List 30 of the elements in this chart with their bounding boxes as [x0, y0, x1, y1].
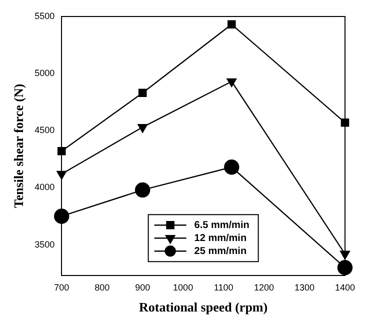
y-tick-label: 4000 [34, 182, 55, 192]
y-tick-label: 4500 [34, 125, 55, 136]
x-tick-label: 900 [135, 282, 150, 292]
legend-label: 25 mm/min [194, 246, 247, 257]
point [340, 250, 350, 260]
legend-label: 12 mm/min [194, 232, 247, 244]
y-tick-label: 5000 [34, 68, 55, 78]
point [228, 20, 236, 29]
point [56, 170, 67, 180]
x-axis-title: Rotational speed (rpm) [139, 300, 268, 315]
y-tick-label: 3500 [34, 239, 55, 250]
x-tick-label: 1300 [294, 282, 315, 292]
point [226, 78, 237, 88]
legend-label: 6.5 mm/min [194, 220, 250, 231]
point [138, 124, 148, 133]
x-tick-label: 1200 [254, 282, 274, 292]
point [134, 182, 150, 198]
x-tick-label: 700 [54, 282, 70, 292]
point [337, 260, 353, 276]
y-tick-label: 5500 [34, 10, 55, 21]
x-tick-label: 1400 [334, 282, 356, 292]
x-tick-label: 800 [94, 282, 110, 292]
point [57, 147, 66, 156]
point [138, 88, 147, 98]
x-tick-label: 1100 [214, 282, 234, 292]
point [224, 160, 240, 175]
y-axis-title: Tensile shear force (N) [11, 84, 26, 208]
point [54, 208, 70, 224]
x-tick-label: 1000 [173, 282, 194, 292]
point [340, 118, 350, 127]
